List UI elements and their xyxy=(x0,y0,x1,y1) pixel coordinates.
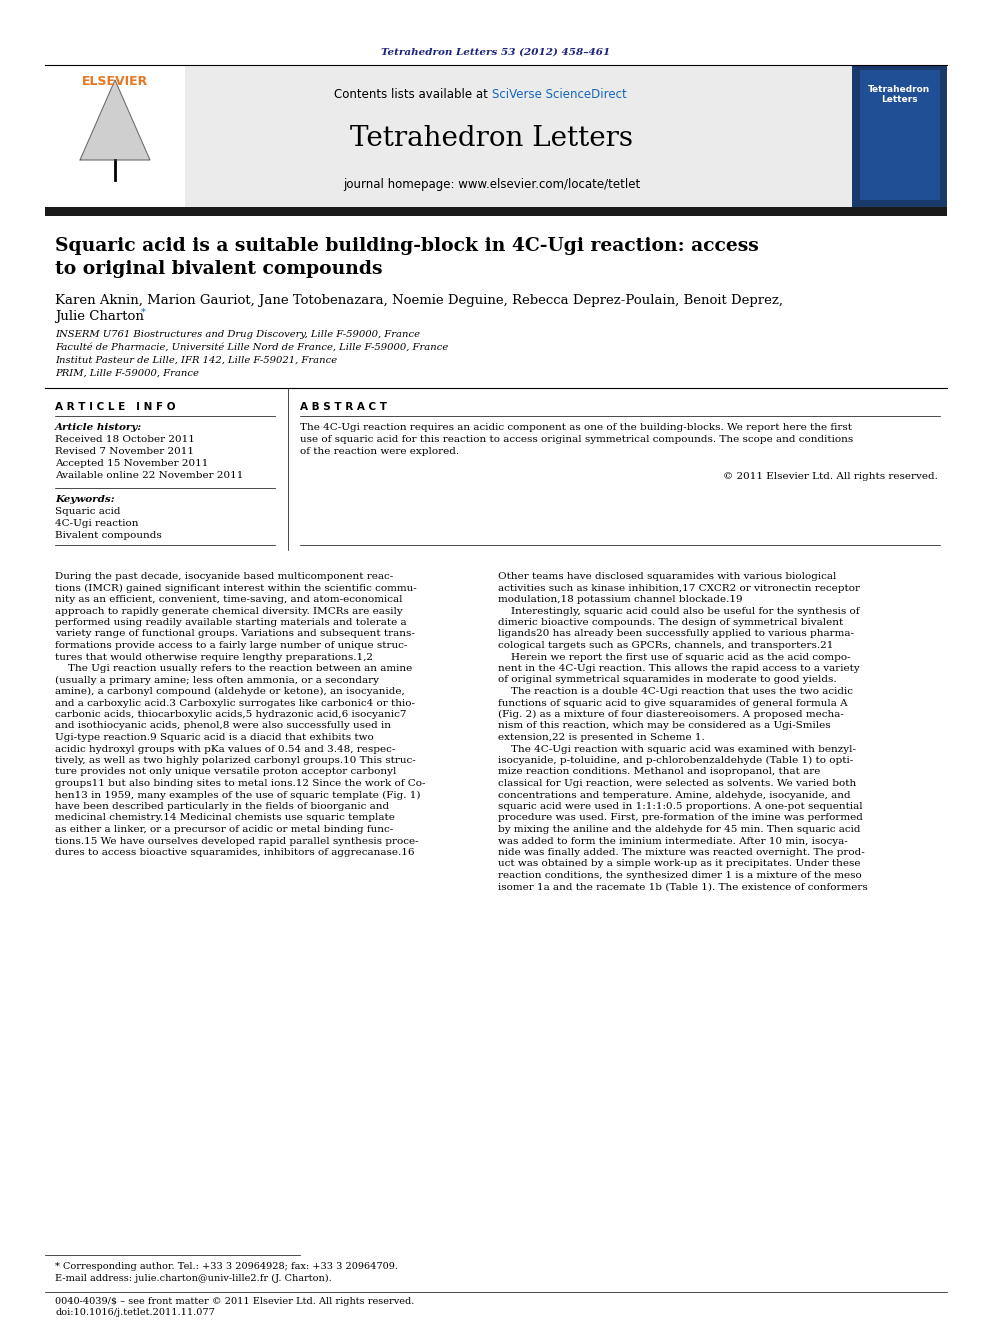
Text: tions.15 We have ourselves developed rapid parallel synthesis proce-: tions.15 We have ourselves developed rap… xyxy=(55,836,419,845)
Text: was added to form the iminium intermediate. After 10 min, isocya-: was added to form the iminium intermedia… xyxy=(498,836,848,845)
Text: mize reaction conditions. Methanol and isopropanol, that are: mize reaction conditions. Methanol and i… xyxy=(498,767,820,777)
Text: Squaric acid: Squaric acid xyxy=(55,507,120,516)
Text: procedure was used. First, pre-formation of the imine was performed: procedure was used. First, pre-formation… xyxy=(498,814,863,823)
Text: concentrations and temperature. Amine, aldehyde, isocyanide, and: concentrations and temperature. Amine, a… xyxy=(498,791,850,799)
Text: functions of squaric acid to give squaramides of general formula A: functions of squaric acid to give squara… xyxy=(498,699,847,708)
Text: by mixing the aniline and the aldehyde for 45 min. Then squaric acid: by mixing the aniline and the aldehyde f… xyxy=(498,826,860,833)
Text: Tetrahedron Letters 53 (2012) 458–461: Tetrahedron Letters 53 (2012) 458–461 xyxy=(381,48,611,57)
Text: (Fig. 2) as a mixture of four diastereoisomers. A proposed mecha-: (Fig. 2) as a mixture of four diastereoi… xyxy=(498,710,844,720)
Text: The reaction is a double 4C-Ugi reaction that uses the two acidic: The reaction is a double 4C-Ugi reaction… xyxy=(498,687,853,696)
Text: uct was obtained by a simple work-up as it precipitates. Under these: uct was obtained by a simple work-up as … xyxy=(498,860,860,868)
Text: groups11 but also binding sites to metal ions.12 Since the work of Co-: groups11 but also binding sites to metal… xyxy=(55,779,426,789)
Text: extension,22 is presented in Scheme 1.: extension,22 is presented in Scheme 1. xyxy=(498,733,704,742)
Text: Faculté de Pharmacie, Université Lille Nord de France, Lille F-59000, France: Faculté de Pharmacie, Université Lille N… xyxy=(55,343,448,352)
Text: Received 18 October 2011: Received 18 October 2011 xyxy=(55,435,194,445)
Text: 4C-Ugi reaction: 4C-Ugi reaction xyxy=(55,519,139,528)
Text: Institut Pasteur de Lille, IFR 142, Lille F-59021, France: Institut Pasteur de Lille, IFR 142, Lill… xyxy=(55,356,337,365)
Text: and a carboxylic acid.3 Carboxylic surrogates like carbonic4 or thio-: and a carboxylic acid.3 Carboxylic surro… xyxy=(55,699,415,708)
Text: hen13 in 1959, many examples of the use of squaric template (Fig. 1): hen13 in 1959, many examples of the use … xyxy=(55,791,421,799)
Text: tions (IMCR) gained significant interest within the scientific commu-: tions (IMCR) gained significant interest… xyxy=(55,583,417,593)
Text: SciVerse ScienceDirect: SciVerse ScienceDirect xyxy=(492,89,627,101)
Text: *: * xyxy=(141,308,146,318)
Bar xyxy=(852,65,947,208)
Text: Accepted 15 November 2011: Accepted 15 November 2011 xyxy=(55,459,208,468)
Text: amine), a carbonyl compound (aldehyde or ketone), an isocyanide,: amine), a carbonyl compound (aldehyde or… xyxy=(55,687,405,696)
Text: nent in the 4C-Ugi reaction. This allows the rapid access to a variety: nent in the 4C-Ugi reaction. This allows… xyxy=(498,664,860,673)
Text: nide was finally added. The mixture was reacted overnight. The prod-: nide was finally added. The mixture was … xyxy=(498,848,865,857)
Text: isomer 1a and the racemate 1b (Table 1). The existence of conformers: isomer 1a and the racemate 1b (Table 1).… xyxy=(498,882,868,892)
Text: Contents lists available at: Contents lists available at xyxy=(334,89,492,101)
Text: tively, as well as two highly polarized carbonyl groups.10 This struc-: tively, as well as two highly polarized … xyxy=(55,755,416,765)
Bar xyxy=(860,70,940,200)
Text: cological targets such as GPCRs, channels, and transporters.21: cological targets such as GPCRs, channel… xyxy=(498,642,833,650)
Text: Interestingly, squaric acid could also be useful for the synthesis of: Interestingly, squaric acid could also b… xyxy=(498,606,859,615)
Text: carbonic acids, thiocarboxylic acids,5 hydrazonic acid,6 isocyanic7: carbonic acids, thiocarboxylic acids,5 h… xyxy=(55,710,407,718)
Text: activities such as kinase inhibition,17 CXCR2 or vitronectin receptor: activities such as kinase inhibition,17 … xyxy=(498,583,860,593)
Text: Julie Charton: Julie Charton xyxy=(55,310,144,323)
Text: Keywords:: Keywords: xyxy=(55,495,115,504)
Text: variety range of functional groups. Variations and subsequent trans-: variety range of functional groups. Vari… xyxy=(55,630,415,639)
Text: approach to rapidly generate chemical diversity. IMCRs are easily: approach to rapidly generate chemical di… xyxy=(55,606,403,615)
Text: Tetrahedron Letters: Tetrahedron Letters xyxy=(350,124,634,152)
Text: Ugi-type reaction.9 Squaric acid is a diacid that exhibits two: Ugi-type reaction.9 Squaric acid is a di… xyxy=(55,733,374,742)
Bar xyxy=(45,206,947,216)
Text: Squaric acid is a suitable building-block in 4C-Ugi reaction: access: Squaric acid is a suitable building-bloc… xyxy=(55,237,759,255)
Text: 0040-4039/$ – see front matter © 2011 Elsevier Ltd. All rights reserved.: 0040-4039/$ – see front matter © 2011 El… xyxy=(55,1297,415,1306)
Text: journal homepage: www.elsevier.com/locate/tetlet: journal homepage: www.elsevier.com/locat… xyxy=(343,179,641,191)
Text: acidic hydroxyl groups with pKa values of 0.54 and 3.48, respec-: acidic hydroxyl groups with pKa values o… xyxy=(55,745,396,754)
Text: of the reaction were explored.: of the reaction were explored. xyxy=(300,447,459,456)
Text: ELSEVIER: ELSEVIER xyxy=(82,75,148,89)
Text: nity as an efficient, convenient, time-saving, and atom-economical: nity as an efficient, convenient, time-s… xyxy=(55,595,403,605)
Text: reaction conditions, the synthesized dimer 1 is a mixture of the meso: reaction conditions, the synthesized dim… xyxy=(498,871,862,880)
Text: Available online 22 November 2011: Available online 22 November 2011 xyxy=(55,471,243,480)
Text: dimeric bioactive compounds. The design of symmetrical bivalent: dimeric bioactive compounds. The design … xyxy=(498,618,843,627)
Text: doi:10.1016/j.tetlet.2011.11.077: doi:10.1016/j.tetlet.2011.11.077 xyxy=(55,1308,215,1316)
Text: formations provide access to a fairly large number of unique struc-: formations provide access to a fairly la… xyxy=(55,642,408,650)
Polygon shape xyxy=(80,79,150,160)
Text: The 4C-Ugi reaction requires an acidic component as one of the building-blocks. : The 4C-Ugi reaction requires an acidic c… xyxy=(300,423,852,433)
Text: E-mail address: julie.charton@univ-lille2.fr (J. Charton).: E-mail address: julie.charton@univ-lille… xyxy=(55,1274,331,1283)
Text: have been described particularly in the fields of bioorganic and: have been described particularly in the … xyxy=(55,802,389,811)
Text: use of squaric acid for this reaction to access original symmetrical compounds. : use of squaric acid for this reaction to… xyxy=(300,435,853,445)
Text: Bivalent compounds: Bivalent compounds xyxy=(55,531,162,540)
Text: * Corresponding author. Tel.: +33 3 20964928; fax: +33 3 20964709.: * Corresponding author. Tel.: +33 3 2096… xyxy=(55,1262,398,1271)
Text: A R T I C L E   I N F O: A R T I C L E I N F O xyxy=(55,402,176,411)
Text: A B S T R A C T: A B S T R A C T xyxy=(300,402,387,411)
Text: and isothiocyanic acids, phenol,8 were also successfully used in: and isothiocyanic acids, phenol,8 were a… xyxy=(55,721,391,730)
Text: nism of this reaction, which may be considered as a Ugi-Smiles: nism of this reaction, which may be cons… xyxy=(498,721,830,730)
Text: to original bivalent compounds: to original bivalent compounds xyxy=(55,261,383,278)
Text: squaric acid were used in 1:1:1:0.5 proportions. A one-pot sequential: squaric acid were used in 1:1:1:0.5 prop… xyxy=(498,802,863,811)
Text: tures that would otherwise require lengthy preparations.1,2: tures that would otherwise require lengt… xyxy=(55,652,373,662)
Text: Herein we report the first use of squaric acid as the acid compo-: Herein we report the first use of squari… xyxy=(498,652,850,662)
Text: Article history:: Article history: xyxy=(55,423,142,433)
Text: (usually a primary amine; less often ammonia, or a secondary: (usually a primary amine; less often amm… xyxy=(55,676,379,684)
Text: medicinal chemistry.14 Medicinal chemists use squaric template: medicinal chemistry.14 Medicinal chemist… xyxy=(55,814,395,823)
Text: Revised 7 November 2011: Revised 7 November 2011 xyxy=(55,447,194,456)
Text: During the past decade, isocyanide based multicomponent reac-: During the past decade, isocyanide based… xyxy=(55,572,393,581)
Text: The Ugi reaction usually refers to the reaction between an amine: The Ugi reaction usually refers to the r… xyxy=(55,664,413,673)
Text: as either a linker, or a precursor of acidic or metal binding func-: as either a linker, or a precursor of ac… xyxy=(55,826,393,833)
Text: INSERM U761 Biostructures and Drug Discovery, Lille F-59000, France: INSERM U761 Biostructures and Drug Disco… xyxy=(55,329,420,339)
Text: © 2011 Elsevier Ltd. All rights reserved.: © 2011 Elsevier Ltd. All rights reserved… xyxy=(723,472,938,482)
Text: Karen Aknin, Marion Gauriot, Jane Totobenazara, Noemie Deguine, Rebecca Deprez-P: Karen Aknin, Marion Gauriot, Jane Totobe… xyxy=(55,294,783,307)
Bar xyxy=(45,65,185,208)
Bar xyxy=(45,65,852,208)
Text: Other teams have disclosed squaramides with various biological: Other teams have disclosed squaramides w… xyxy=(498,572,836,581)
Text: Tetrahedron
Letters: Tetrahedron Letters xyxy=(868,85,930,105)
Text: classical for Ugi reaction, were selected as solvents. We varied both: classical for Ugi reaction, were selecte… xyxy=(498,779,856,789)
Text: ture provides not only unique versatile proton acceptor carbonyl: ture provides not only unique versatile … xyxy=(55,767,397,777)
Text: of original symmetrical squaramides in moderate to good yields.: of original symmetrical squaramides in m… xyxy=(498,676,836,684)
Text: dures to access bioactive squaramides, inhibitors of aggrecanase.16: dures to access bioactive squaramides, i… xyxy=(55,848,415,857)
Text: modulation,18 potassium channel blockade.19: modulation,18 potassium channel blockade… xyxy=(498,595,743,605)
Text: performed using readily available starting materials and tolerate a: performed using readily available starti… xyxy=(55,618,407,627)
Text: isocyanide, p-toluidine, and p-chlorobenzaldehyde (Table 1) to opti-: isocyanide, p-toluidine, and p-chloroben… xyxy=(498,755,853,765)
Text: ligands20 has already been successfully applied to various pharma-: ligands20 has already been successfully … xyxy=(498,630,854,639)
Text: The 4C-Ugi reaction with squaric acid was examined with benzyl-: The 4C-Ugi reaction with squaric acid wa… xyxy=(498,745,856,754)
Text: PRIM, Lille F-59000, France: PRIM, Lille F-59000, France xyxy=(55,369,198,378)
